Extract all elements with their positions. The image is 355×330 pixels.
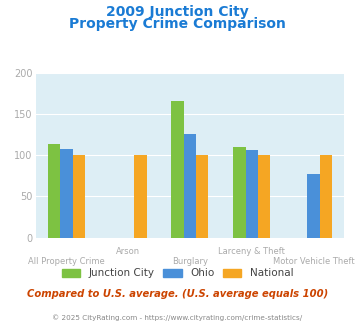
Bar (307, 174, 320, 238)
Bar (60, 149, 72, 238)
Text: 2009 Junction City: 2009 Junction City (106, 5, 249, 19)
Bar (233, 147, 246, 238)
Text: Arson: Arson (116, 248, 140, 256)
Text: Compared to U.S. average. (U.S. average equals 100): Compared to U.S. average. (U.S. average … (27, 289, 328, 299)
Legend: Junction City, Ohio, National: Junction City, Ohio, National (58, 264, 297, 282)
Bar (48, 144, 60, 238)
Text: Property Crime Comparison: Property Crime Comparison (69, 17, 286, 31)
Bar (196, 155, 208, 238)
Bar (134, 155, 147, 238)
Bar (184, 134, 196, 238)
Bar (171, 101, 184, 238)
Text: © 2025 CityRating.com - https://www.cityrating.com/crime-statistics/: © 2025 CityRating.com - https://www.city… (53, 314, 302, 321)
Text: Larceny & Theft: Larceny & Theft (218, 248, 285, 256)
Bar (72, 155, 85, 238)
Bar (258, 155, 270, 238)
Bar (246, 150, 258, 238)
Text: Motor Vehicle Theft: Motor Vehicle Theft (273, 257, 354, 266)
Text: All Property Crime: All Property Crime (28, 257, 105, 266)
Text: Burglary: Burglary (172, 257, 208, 266)
Bar (320, 155, 332, 238)
